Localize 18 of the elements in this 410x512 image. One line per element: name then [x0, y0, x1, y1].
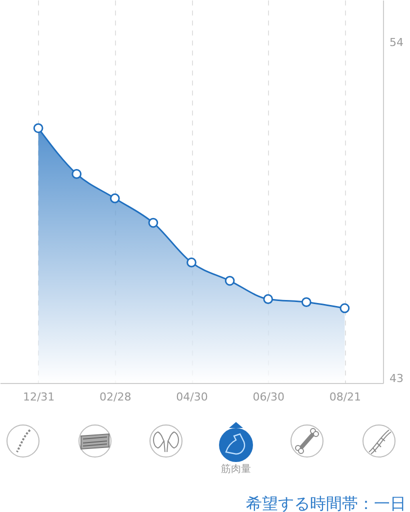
- x-tick-label: 08/21: [329, 390, 362, 404]
- point: [72, 169, 82, 179]
- x-tick-label: 02/28: [100, 390, 132, 404]
- y-tick-label: 43: [390, 372, 404, 385]
- point: [148, 218, 158, 228]
- text: 筋肉量: [220, 463, 252, 476]
- point: [340, 303, 350, 314]
- x-tick-label: 06/30: [252, 390, 284, 404]
- point: [301, 297, 312, 308]
- point: [263, 294, 274, 304]
- point: [33, 123, 44, 134]
- x-tick-label: 04/30: [176, 390, 208, 404]
- point: [110, 193, 120, 204]
- point: [186, 258, 196, 268]
- text: 希望する時間帯：一日: [246, 494, 406, 512]
- point: [224, 276, 235, 286]
- x-tick-label: 12/31: [22, 390, 55, 404]
- y-tick-label: 54: [390, 36, 404, 50]
